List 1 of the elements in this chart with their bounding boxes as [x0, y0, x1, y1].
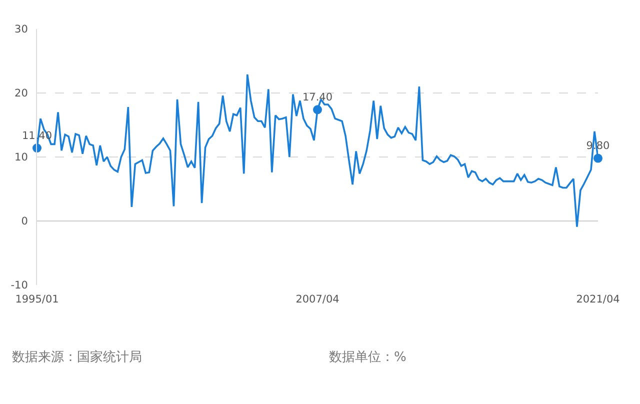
y-tick-label: 30 [14, 24, 28, 36]
